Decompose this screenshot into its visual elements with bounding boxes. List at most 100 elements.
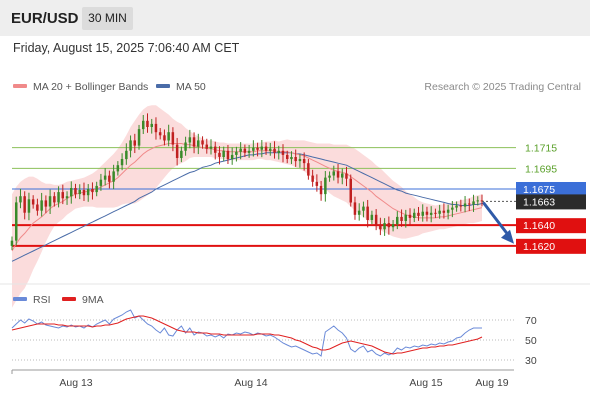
candle-body [425, 211, 429, 215]
candle-body [269, 148, 272, 151]
ma50-legend-swatch [156, 84, 170, 88]
candle-body [31, 199, 35, 205]
candle-body [175, 144, 179, 158]
level-box-1.1640 [516, 218, 586, 234]
candle-body [150, 123, 153, 127]
candle-body [129, 140, 132, 151]
candle-body [214, 146, 217, 153]
candle-body [154, 123, 158, 133]
candle-body [302, 159, 306, 164]
candle-body [413, 212, 416, 218]
candle-body [235, 151, 238, 155]
x-tick-label: Aug 19 [475, 377, 508, 389]
candle-body [468, 203, 471, 205]
candle-body [341, 173, 344, 178]
candle-body [222, 150, 225, 157]
candle-body [336, 171, 340, 178]
candle-body [421, 211, 424, 216]
symbol-label: EUR/USD [11, 10, 79, 27]
candle-body [408, 214, 412, 218]
rsi-tick-50: 50 [525, 335, 537, 347]
candle-body [476, 200, 479, 202]
credit-text: Research © 2025 Trading Central [424, 81, 581, 93]
candle-body [91, 189, 94, 193]
candle-body [192, 137, 196, 147]
candle-body [391, 224, 395, 228]
candle-body [417, 212, 420, 216]
candle-body [65, 196, 69, 199]
candle-body [451, 207, 454, 210]
candle-body [328, 175, 331, 178]
ma20-legend-swatch [13, 84, 27, 88]
candle-body [281, 150, 285, 155]
candle-body [120, 159, 124, 166]
ma50-line [11, 152, 483, 262]
candle-body [142, 120, 145, 130]
candle-body [167, 132, 170, 141]
candle-body [374, 214, 378, 226]
candle-body [99, 179, 103, 186]
candle-body [197, 140, 200, 147]
candle-body [184, 142, 187, 151]
candle-body [82, 190, 86, 196]
ma20-line [11, 143, 483, 252]
candle-body [273, 148, 276, 153]
x-axis: Aug 13 Aug 14 Aug 15 Aug 19 [11, 369, 514, 389]
ma20-legend-label: MA 20 + Bollinger Bands [33, 81, 148, 93]
candle-body [332, 171, 335, 176]
bollinger-band [12, 105, 482, 308]
candle-body [349, 178, 352, 203]
forecast-arrow-head [501, 229, 514, 244]
rsi-plot-area: 70 50 30 [11, 309, 537, 367]
level-box-1.1675 [516, 182, 586, 197]
candle-body [188, 137, 192, 143]
candle-body [44, 200, 48, 207]
rsi-line [11, 309, 482, 357]
candle-body [396, 216, 399, 225]
candle-body [311, 175, 314, 182]
level-label-1.1695: 1.1695 [525, 163, 557, 175]
candle-body [438, 210, 441, 214]
candle-body [353, 202, 357, 215]
candle-body [362, 206, 365, 211]
candle-body [429, 212, 433, 215]
candle-body [252, 147, 255, 151]
level-label-1.1620: 1.1620 [523, 241, 555, 253]
candle-body [108, 175, 111, 182]
candle-body [95, 185, 98, 193]
candle-body [455, 205, 458, 208]
candle-body [36, 204, 39, 211]
candle-body [366, 206, 369, 220]
rsi-tick-30: 30 [525, 355, 537, 367]
candle-body [345, 173, 348, 179]
candle-body [205, 144, 208, 149]
candle-body [442, 210, 446, 213]
candle-body [180, 150, 183, 158]
candle-body [260, 146, 263, 150]
x-tick-label: Aug 14 [234, 377, 267, 389]
candle-body [74, 188, 77, 195]
rsi-ma-line [11, 315, 483, 355]
candle-body [243, 148, 247, 153]
candle-body [201, 140, 204, 145]
candle-body [78, 190, 81, 195]
rsi-legend-swatch [13, 297, 27, 301]
header-bar: EUR/USD 30 MIN [0, 0, 590, 36]
x-tick-label: Aug 15 [409, 377, 442, 389]
candle-body [480, 200, 484, 202]
candle-body [158, 132, 162, 136]
timeframe-button[interactable]: 30 MIN [82, 7, 133, 30]
candle-body [15, 202, 18, 241]
candle-body [434, 212, 437, 214]
x-tick-label: Aug 13 [59, 377, 92, 389]
candle-body [116, 165, 120, 172]
candle-body [319, 185, 323, 195]
level-label-1.1715: 1.1715 [525, 143, 557, 155]
candle-body [307, 163, 310, 176]
candle-body [209, 146, 213, 149]
candle-body [256, 147, 259, 150]
candle-body [218, 152, 221, 157]
candle-body [86, 189, 90, 196]
level-label-1.1675: 1.1675 [523, 184, 555, 196]
